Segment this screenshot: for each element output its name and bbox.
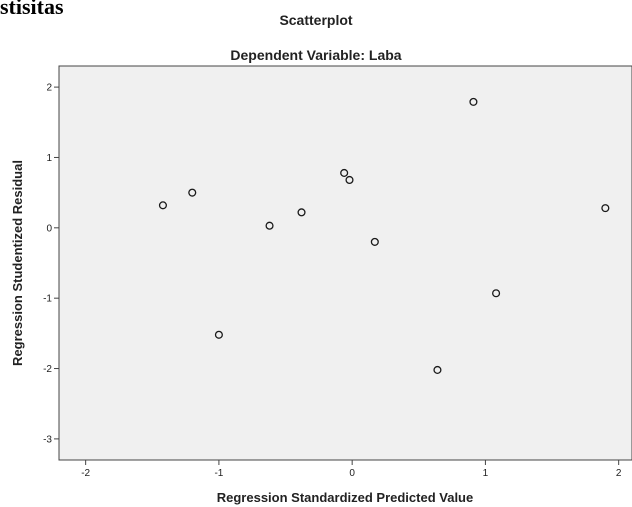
chart-title: Scatterplot — [279, 12, 353, 28]
data-point — [469, 97, 478, 106]
data-point — [297, 208, 306, 217]
x-tick-label: 0 — [349, 468, 355, 479]
data-point — [601, 204, 610, 213]
data-point — [340, 168, 349, 177]
plot-area — [58, 65, 632, 461]
y-tick-label: -2 — [43, 364, 52, 375]
data-point — [265, 221, 274, 230]
x-tick-label: 1 — [483, 468, 489, 479]
x-axis: -2 -1 0 1 2 — [81, 460, 622, 479]
x-tick-label: -2 — [81, 468, 90, 479]
x-tick-label: 2 — [616, 468, 622, 479]
data-point — [345, 175, 354, 185]
section-heading: stisitas — [0, 0, 64, 19]
chart-subtitle: Dependent Variable: Laba — [230, 47, 402, 63]
data-point — [158, 201, 167, 210]
y-tick-label: 0 — [46, 223, 52, 234]
data-point — [433, 365, 442, 374]
data-point — [370, 237, 379, 246]
x-tick-label: -1 — [214, 468, 223, 479]
data-points — [158, 97, 610, 374]
data-point — [188, 188, 197, 197]
x-axis-title: Regression Standardized Predicted Value — [217, 490, 473, 505]
y-tick-label: -3 — [43, 434, 52, 445]
y-axis-title: Regression Studentized Residual — [10, 160, 25, 366]
y-axis: 2 1 0 -1 -2 -3 — [43, 83, 59, 445]
y-tick-label: -1 — [43, 294, 52, 305]
data-point — [492, 289, 501, 298]
y-tick-label: 1 — [46, 153, 52, 164]
y-tick-label: 2 — [46, 83, 52, 94]
data-point — [214, 330, 223, 339]
